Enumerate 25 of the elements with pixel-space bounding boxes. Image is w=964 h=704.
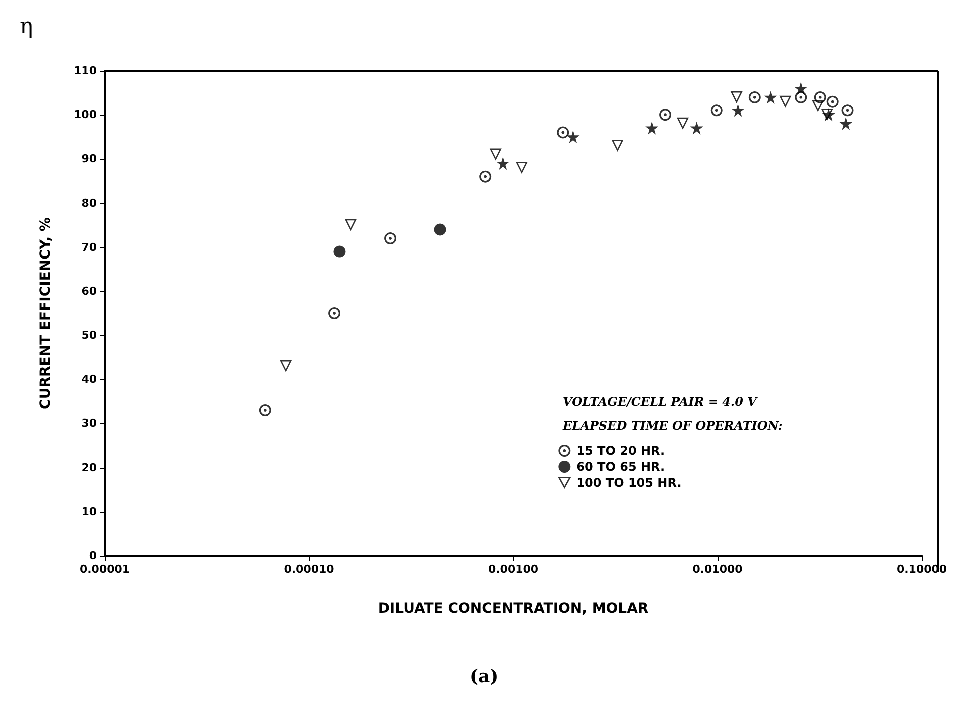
y-tick-label: 40	[82, 373, 98, 386]
text: (a)	[470, 666, 499, 688]
x-axis-title: DILUATE CONCENTRATION, MOLAR	[378, 601, 649, 617]
y-tick-label: 90	[82, 152, 98, 166]
annotation: VOLTAGE/CELL PAIR = 4.0 V	[563, 395, 759, 409]
y-tick-label: 110	[74, 64, 98, 78]
x-tick-label: 0.00001	[80, 563, 130, 576]
y-axis-title: CURRENT EFFICIENCY, %	[38, 218, 54, 410]
legend-label: 100 TO 105 HR.	[576, 476, 682, 490]
x-tick-label: 0.00100	[488, 563, 539, 576]
x-tick-label: 0.00010	[284, 563, 335, 576]
x-tick-label: 0.01000	[692, 563, 744, 576]
y-tick-label: 30	[82, 417, 98, 430]
y-tick-label: 60	[82, 284, 98, 298]
y-tick-label: 0	[89, 550, 98, 562]
text: η	[20, 14, 34, 40]
y-tick-label: 100	[74, 108, 98, 122]
legend-label: 15 TO 20 HR.	[576, 444, 666, 458]
y-tick-label: 50	[82, 329, 98, 342]
y-tick-label: 80	[82, 196, 98, 210]
y-tick-label: 70	[82, 240, 98, 254]
legend-title: ELAPSED TIME OF OPERATION:	[562, 419, 783, 433]
legend-label: 60 TO 65 HR.	[576, 460, 666, 474]
y-tick-label: 10	[82, 505, 98, 518]
y-tick-label: 20	[82, 461, 98, 474]
